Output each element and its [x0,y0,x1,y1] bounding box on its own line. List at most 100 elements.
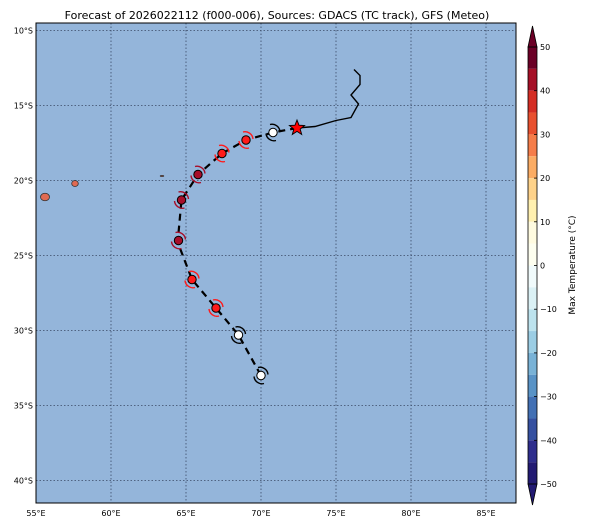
colorbar-bin [528,287,537,310]
cyclone-arc [218,144,230,153]
colorbar-bin [528,221,537,244]
colorbar-bin [528,265,537,288]
cyclone-arc [175,231,187,240]
colorbar-tick-label: 50 [540,43,550,52]
colorbar-ticks: 50 40 30 20 10 0 −10 −20 −30 −40 −50 [534,43,557,489]
colorbar-over-arrow [527,25,538,48]
land-areas [40,174,165,202]
island-reunion [40,192,50,202]
colorbar-bin [528,243,537,266]
colorbar-under-arrow [527,483,538,506]
longitude-ticks: 55°E 60°E 65°E 70°E 75°E 80°E 85°E [26,509,495,518]
cyclone-arc [208,308,220,317]
island-mauritius [71,180,79,187]
cyclone-arc [269,123,281,132]
colorbar-bin [528,199,537,222]
colorbar-label: Max Temperature (°C) [568,215,578,314]
longitude-tick-label: 60°E [101,509,120,518]
cyclone-arc [173,200,185,209]
cyclone-tracks [175,69,361,377]
cyclone-arc [212,299,224,308]
colorbar-bin [528,418,537,441]
cyclone-arc [238,140,250,149]
colorbar-tick-label: −30 [540,393,557,402]
colorbar-bin [528,134,537,157]
latitude-tick-label: 20°S [14,177,33,186]
cyclone-arc [257,366,269,375]
forecast-point-marker [256,370,266,381]
latitude-tick-label: 30°S [14,327,33,336]
forecast-point-marker [268,127,278,138]
map-panel: 55°E 60°E 65°E 70°E 75°E 80°E 85°E 10°S 15°S 20°… [14,22,517,518]
cyclone-arc [253,376,265,385]
cyclone-arc [230,335,242,344]
colorbar-bin [528,156,537,179]
colorbar-bin [528,68,537,91]
colorbar-bin [528,90,537,113]
longitude-tick-label: 75°E [326,509,345,518]
forecast-point-marker [176,195,187,205]
cyclone-arc [194,165,206,174]
forecast-point-marker [233,330,244,340]
longitude-tick-label: 85°E [476,509,495,518]
cyclone-arc [170,241,182,250]
map-frame [35,22,517,504]
forecast-point [253,366,269,385]
current-position-star [288,118,306,136]
colorbar: 50 40 30 20 10 0 −10 −20 −30 −40 −50 Max Temperatu… [527,25,578,506]
colorbar-bin [528,352,537,375]
colorbar-tick-label: 20 [540,174,550,183]
forecast-point [265,123,281,142]
colorbar-bin [528,112,537,135]
forecast-point [173,191,190,209]
colorbar-bin [528,462,537,484]
ocean-background [36,23,516,503]
cyclone-arc [265,133,277,142]
colorbar-bin [528,396,537,419]
colorbar-bin [528,331,537,353]
current-position [288,118,306,136]
colorbar-tick-label: −50 [540,480,557,489]
forecast-point [214,144,230,163]
colorbar-bin [528,309,537,332]
colorbar-tick-label: −40 [540,436,557,445]
longitude-tick-label: 70°E [251,509,270,518]
colorbar-bin [528,178,537,200]
cyclone-arc [184,280,196,289]
colorbar-tick-label: 40 [540,87,550,96]
graticule [35,23,516,503]
latitude-tick-label: 15°S [14,102,33,111]
forecast-track-line [175,126,298,377]
colorbar-tick-label: 30 [540,130,550,139]
latitude-tick-label: 35°S [14,402,33,411]
colorbar-tick-label: −10 [540,305,557,314]
colorbar-bin [528,374,537,397]
longitude-tick-label: 65°E [176,509,195,518]
past-track-line [296,69,361,129]
island-rodrigues [159,174,165,177]
colorbar-tick-label: 0 [540,262,545,271]
forecast-point-marker [193,169,203,180]
forecast-point [230,326,247,344]
cyclone-arc [235,326,247,335]
cyclone-arc [188,270,200,279]
colorbar-bin [528,440,537,463]
forecast-point-marker [173,235,184,246]
latitude-tick-label: 40°S [14,477,33,486]
forecast-point-marker [217,148,227,159]
cyclone-arc [178,191,190,200]
forecast-points [170,123,281,385]
forecast-point [184,270,200,289]
latitude-tick-label: 10°S [14,27,33,36]
forecast-point [238,131,254,149]
forecast-point-marker [187,274,197,285]
colorbar-tick-label: −20 [540,349,557,358]
colorbar-bins [527,25,538,506]
forecast-point-marker [211,303,221,313]
colorbar-bin [528,47,537,69]
longitude-tick-label: 80°E [401,509,420,518]
colorbar-tick-label: 10 [540,218,550,227]
latitude-ticks: 10°S 15°S 20°S 25°S 30°S 35°S 40°S [14,27,33,486]
forecast-point [170,231,187,250]
